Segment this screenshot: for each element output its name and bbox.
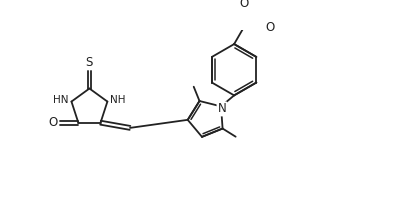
Text: NH: NH bbox=[110, 95, 126, 105]
Text: O: O bbox=[239, 0, 248, 10]
Text: O: O bbox=[265, 21, 274, 34]
Text: N: N bbox=[217, 102, 226, 116]
Text: HN: HN bbox=[53, 95, 69, 105]
Text: S: S bbox=[86, 56, 93, 69]
Text: O: O bbox=[48, 116, 57, 129]
